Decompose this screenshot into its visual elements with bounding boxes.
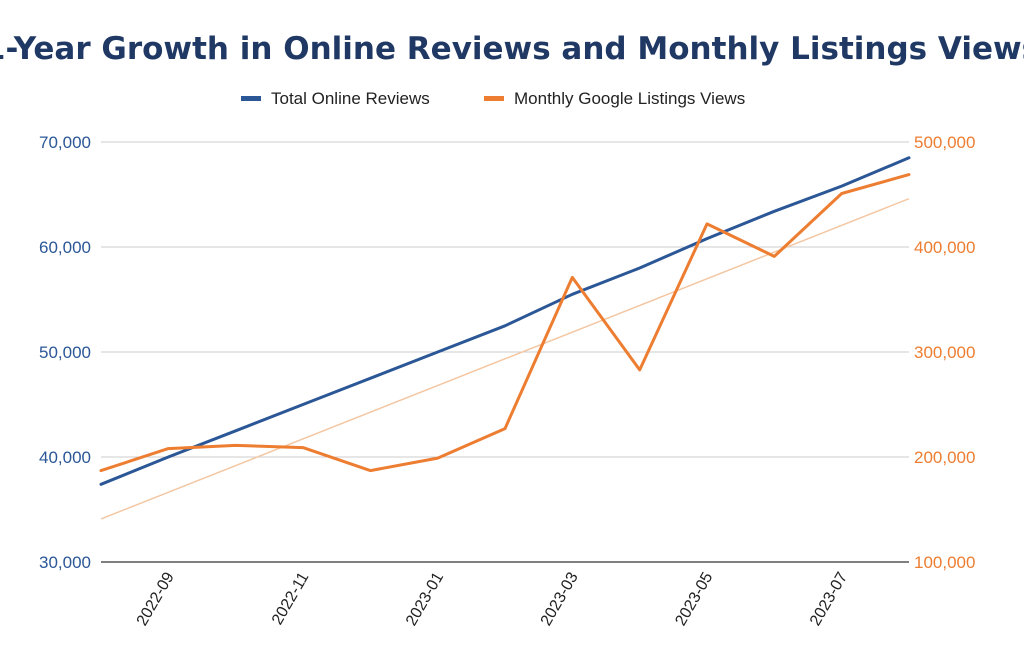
series-layer <box>99 156 911 520</box>
y-left-tick-label: 70,000 <box>39 133 91 152</box>
y-right-tick-label: 200,000 <box>914 448 975 467</box>
legend: Total Online Reviews Monthly Google Listi… <box>241 89 745 108</box>
x-axis: 2022-09 2022-11 2023-01 2023-03 2023-05 2023-… <box>134 569 851 628</box>
legend-swatch <box>484 96 504 101</box>
y-axis-left: 30,000 40,000 50,000 60,000 70,000 <box>39 133 91 572</box>
y-right-tick-label: 100,000 <box>914 553 975 572</box>
legend-label: Total Online Reviews <box>271 89 430 108</box>
legend-label: Monthly Google Listings Views <box>514 89 745 108</box>
x-tick-label: 2023-01 <box>403 569 447 628</box>
x-tick-label: 2023-07 <box>807 569 851 628</box>
x-tick-label: 2022-09 <box>134 569 178 628</box>
y-right-tick-label: 300,000 <box>914 343 975 362</box>
grid-lines <box>101 141 909 563</box>
y-right-tick-label: 400,000 <box>914 238 975 257</box>
y-left-tick-label: 40,000 <box>39 448 91 467</box>
trendline <box>100 198 910 520</box>
y-left-tick-label: 50,000 <box>39 343 91 362</box>
y-right-tick-label: 500,000 <box>914 133 975 152</box>
y-left-tick-label: 30,000 <box>39 553 91 572</box>
series-line-monthly-google-listings-views <box>99 173 911 473</box>
y-left-tick-label: 60,000 <box>39 238 91 257</box>
legend-swatch <box>241 96 261 101</box>
x-tick-label: 2023-05 <box>672 569 716 628</box>
x-tick-label: 2022-11 <box>269 569 313 627</box>
series-line-total-online-reviews <box>99 156 911 486</box>
y-axis-right: 100,000 200,000 300,000 400,000 500,000 <box>914 133 975 572</box>
x-tick-label: 2023-03 <box>538 569 582 628</box>
chart-title: 1-Year Growth in Online Reviews and Mont… <box>0 31 1024 67</box>
